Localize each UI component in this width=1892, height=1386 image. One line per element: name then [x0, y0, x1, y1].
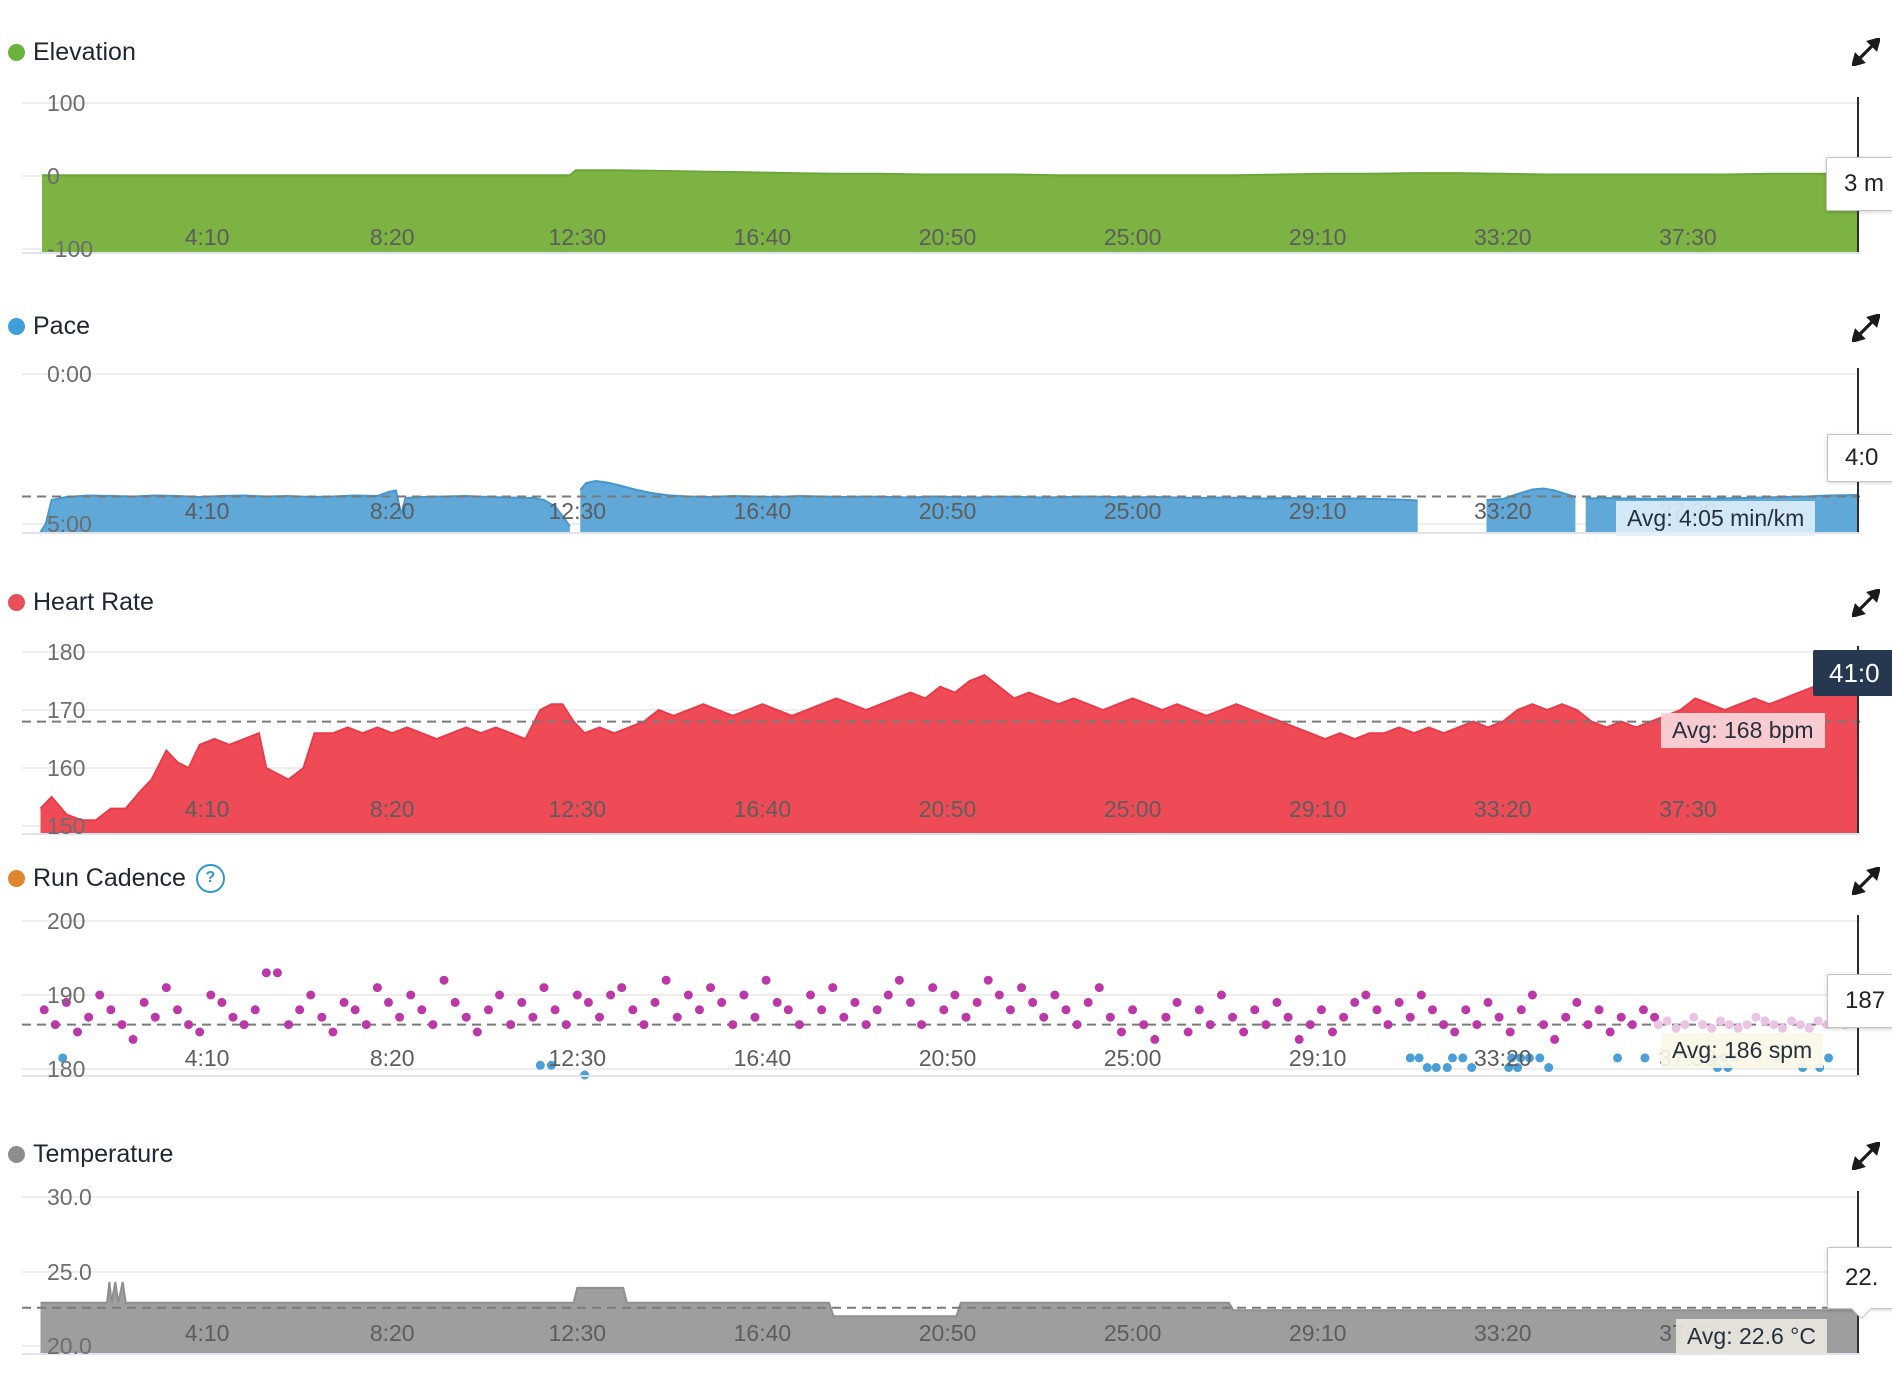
temperature-plot[interactable]: 4:108:2012:3016:4020:5025:0029:1033:2037… [0, 1182, 1892, 1362]
svg-text:8:20: 8:20 [370, 796, 415, 822]
svg-text:4:10: 4:10 [185, 498, 230, 524]
temperature-title: Temperature [33, 1140, 174, 1168]
svg-text:25:00: 25:00 [1104, 224, 1162, 250]
svg-text:4:10: 4:10 [185, 796, 230, 822]
svg-text:-100: -100 [47, 236, 93, 262]
svg-text:4:10: 4:10 [185, 1045, 230, 1071]
svg-text:20:50: 20:50 [919, 1045, 977, 1071]
expand-icon[interactable] [1850, 865, 1882, 897]
svg-text:29:10: 29:10 [1289, 498, 1347, 524]
elevation-header: Elevation [8, 36, 136, 68]
svg-text:37:30: 37:30 [1659, 224, 1717, 250]
svg-text:20.0: 20.0 [47, 1333, 92, 1359]
run-cadence-average-label: Avg: 186 spm [1661, 1033, 1824, 1068]
svg-text:12:30: 12:30 [549, 1045, 607, 1071]
svg-text:25:00: 25:00 [1104, 1045, 1162, 1071]
svg-text:25:00: 25:00 [1104, 498, 1162, 524]
svg-text:8:20: 8:20 [370, 224, 415, 250]
svg-text:12:30: 12:30 [549, 224, 607, 250]
expand-icon[interactable] [1850, 587, 1882, 619]
run-cadence-tooltip: 187 [1827, 974, 1892, 1028]
run-cadence-legend-dot [8, 869, 25, 887]
svg-text:4:10: 4:10 [185, 224, 230, 250]
elevation-plot[interactable]: 4:10 8:20 12:30 16:40 20:50 25:00 29:10 33:20 37… [0, 88, 1892, 268]
svg-text:0:00: 0:00 [47, 361, 92, 387]
svg-text:4:10: 4:10 [185, 1320, 230, 1346]
run-cadence-plot[interactable]: 4:108:2012:3016:4020:5025:0029:1033:2037… [0, 906, 1892, 1082]
temperature-legend-dot [8, 1145, 25, 1163]
svg-text:37:30: 37:30 [1659, 796, 1717, 822]
svg-text:12:30: 12:30 [549, 796, 607, 822]
svg-text:30.0: 30.0 [47, 1184, 92, 1210]
svg-text:33:20: 33:20 [1474, 1045, 1532, 1071]
pace-legend-dot [8, 317, 25, 335]
svg-text:16:40: 16:40 [734, 796, 792, 822]
expand-icon[interactable] [1850, 1140, 1882, 1172]
expand-icon[interactable] [1850, 312, 1882, 344]
svg-text:8:20: 8:20 [370, 1320, 415, 1346]
svg-text:25:00: 25:00 [1104, 796, 1162, 822]
svg-text:180: 180 [47, 1056, 85, 1082]
svg-text:100: 100 [47, 90, 85, 116]
svg-text:16:40: 16:40 [734, 224, 792, 250]
heart-rate-average-label: Avg: 168 bpm [1661, 713, 1825, 748]
svg-text:5:00: 5:00 [47, 511, 92, 537]
svg-text:8:20: 8:20 [370, 498, 415, 524]
expand-icon[interactable] [1850, 36, 1882, 68]
svg-text:8:20: 8:20 [370, 1045, 415, 1071]
svg-text:25:00: 25:00 [1104, 1320, 1162, 1346]
svg-text:33:20: 33:20 [1474, 224, 1532, 250]
svg-text:29:10: 29:10 [1289, 1045, 1347, 1071]
svg-text:16:40: 16:40 [734, 498, 792, 524]
svg-text:170: 170 [47, 697, 85, 723]
heart-rate-header: Heart Rate [8, 586, 154, 618]
svg-text:200: 200 [47, 908, 85, 934]
svg-text:20:50: 20:50 [919, 224, 977, 250]
elevation-tooltip: 3 m [1826, 157, 1892, 211]
svg-text:150: 150 [47, 813, 85, 839]
elevation-legend-dot [8, 43, 25, 61]
svg-text:29:10: 29:10 [1289, 796, 1347, 822]
svg-text:29:10: 29:10 [1289, 224, 1347, 250]
run-cadence-title: Run Cadence [33, 864, 186, 892]
svg-text:12:30: 12:30 [549, 1320, 607, 1346]
pace-header: Pace [8, 310, 90, 342]
svg-text:29:10: 29:10 [1289, 1320, 1347, 1346]
pace-tooltip: 4:0 [1827, 434, 1892, 482]
temperature-tooltip: 22. [1827, 1247, 1892, 1320]
svg-text:20:50: 20:50 [919, 1320, 977, 1346]
svg-text:33:20: 33:20 [1474, 796, 1532, 822]
temperature-average-label: Avg: 22.6 °C [1676, 1319, 1827, 1354]
heart-rate-title: Heart Rate [33, 588, 154, 616]
svg-text:160: 160 [47, 755, 85, 781]
temperature-header: Temperature [8, 1138, 173, 1170]
svg-text:12:30: 12:30 [549, 498, 607, 524]
svg-text:33:20: 33:20 [1474, 498, 1532, 524]
elevation-title: Elevation [33, 38, 136, 66]
svg-text:20:50: 20:50 [919, 498, 977, 524]
heart-rate-plot[interactable]: 4:10 8:20 12:30 16:40 20:50 25:00 29:10 33:20 37… [0, 638, 1892, 840]
svg-text:16:40: 16:40 [734, 1320, 792, 1346]
svg-text:180: 180 [47, 639, 85, 665]
svg-text:0: 0 [47, 163, 60, 189]
svg-text:33:20: 33:20 [1474, 1320, 1532, 1346]
svg-text:190: 190 [47, 982, 85, 1008]
heart-rate-tooltip: 41:0 [1813, 650, 1892, 696]
heart-rate-legend-dot [8, 593, 25, 611]
pace-title: Pace [33, 312, 90, 340]
pace-average-label: Avg: 4:05 min/km [1616, 501, 1816, 536]
svg-text:20:50: 20:50 [919, 796, 977, 822]
svg-text:25.0: 25.0 [47, 1259, 92, 1285]
svg-text:16:40: 16:40 [734, 1045, 792, 1071]
run-cadence-header: Run Cadence ? [8, 862, 225, 894]
help-icon[interactable]: ? [195, 863, 225, 893]
pace-plot[interactable]: 4:108:2012:3016:4020:5025:0029:1033:2037… [0, 358, 1892, 540]
